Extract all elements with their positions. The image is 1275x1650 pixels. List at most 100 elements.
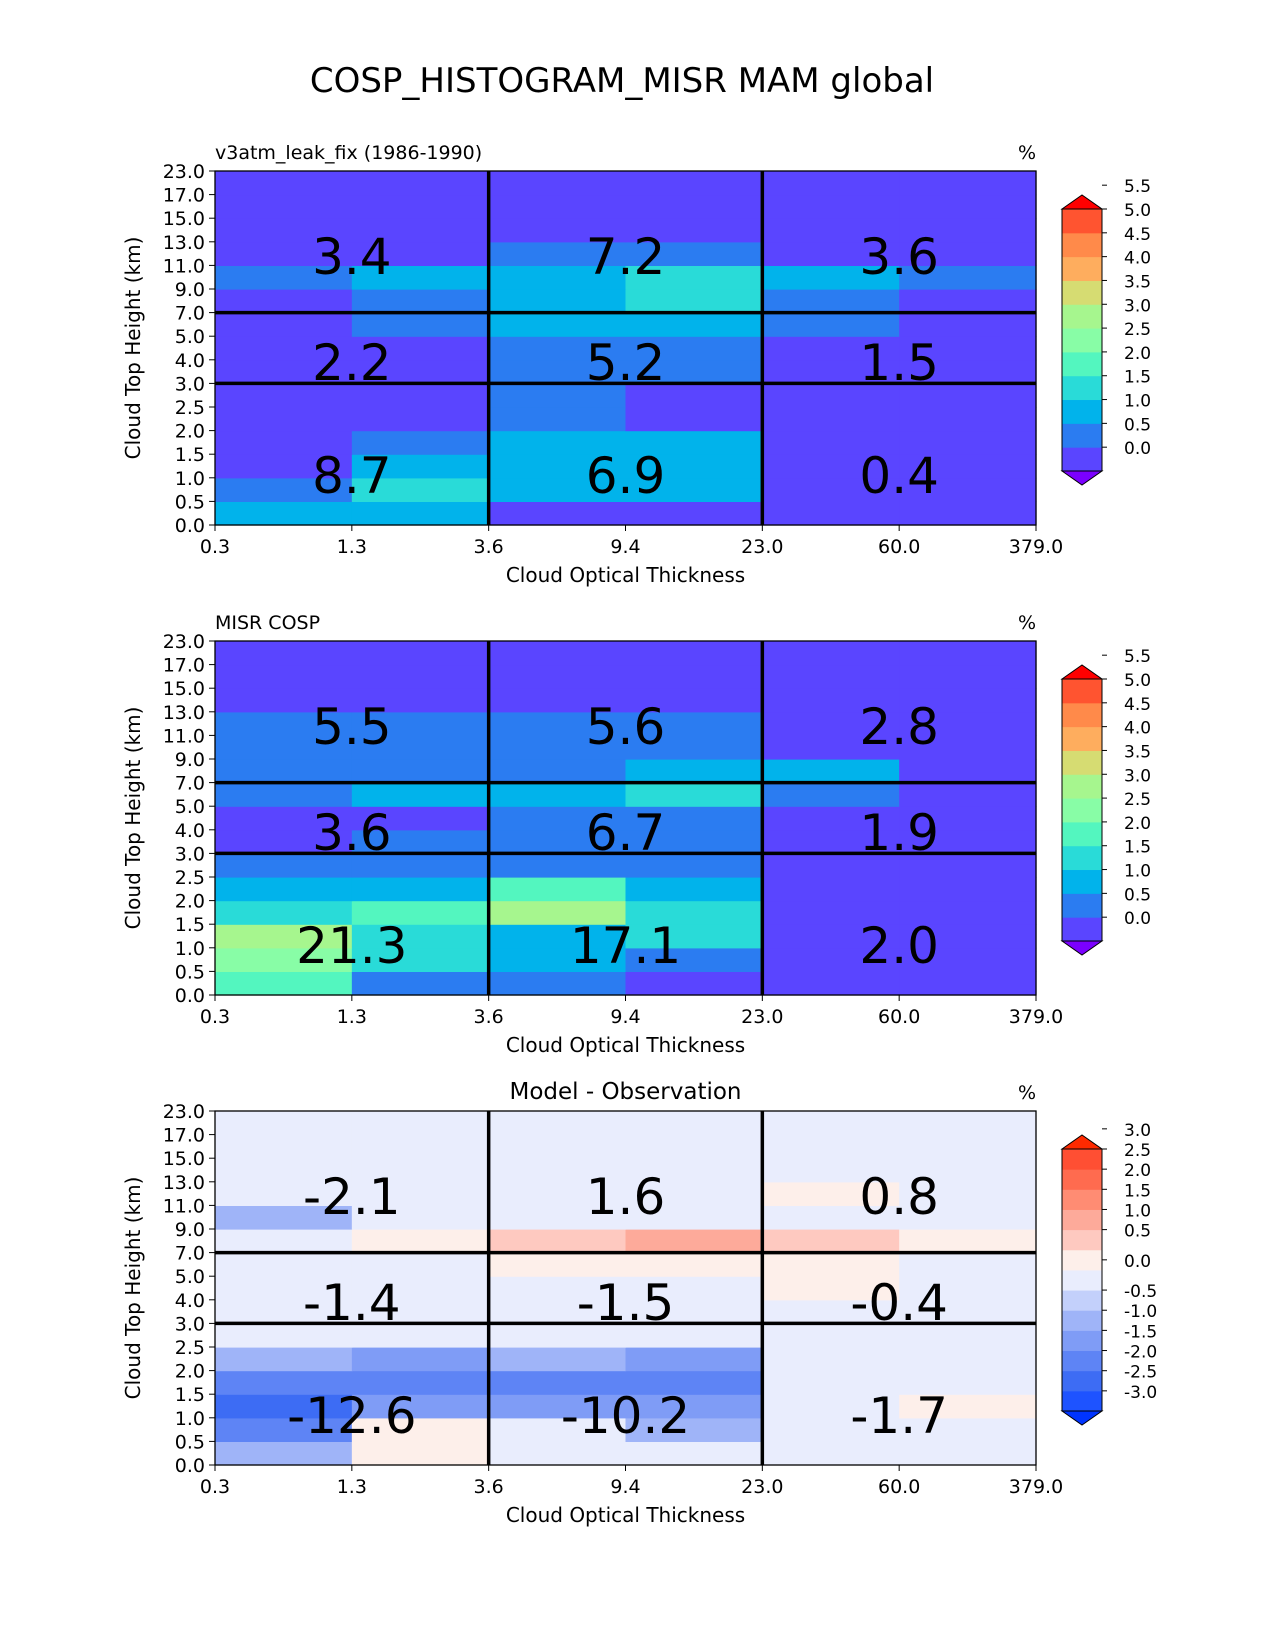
y-tick-label: 9.0 — [175, 749, 205, 771]
heatmap-cell — [899, 1394, 1037, 1419]
x-tick-label: 23.0 — [741, 1006, 783, 1028]
heatmap-cell — [215, 1205, 353, 1230]
heatmap-cell — [899, 947, 1037, 972]
colorbar-segment — [1062, 375, 1102, 401]
y-tick-label: 15.0 — [163, 1148, 205, 1170]
colorbar-tick-label: -2.0 — [1124, 1343, 1157, 1363]
heatmap-cell — [215, 711, 353, 736]
panel-3: -12.6 -10.2 -1.7 -1.4 -1.5 -0.4 -2.1 1.6 0.8 0.3 1… — [121, 1079, 1157, 1527]
region-value-label: 1.9 — [859, 804, 939, 862]
panel-1: 8.7 6.9 0.4 2.2 5.2 1.5 3.4 7.2 3.6 0.3 1.3 3.6 9.4 2… — [121, 142, 1151, 587]
heatmap-cell — [899, 501, 1037, 526]
y-tick-label: 4.0 — [175, 350, 205, 372]
heatmap-cell — [351, 853, 490, 878]
heatmap-cell — [625, 454, 763, 479]
colorbar-segment — [1062, 232, 1102, 258]
heatmap-cell — [762, 1370, 900, 1395]
heatmap-cell — [899, 900, 1037, 925]
y-tick-label: 9.0 — [175, 1219, 205, 1241]
heatmap-cell — [762, 735, 900, 760]
heatmap-cell — [899, 359, 1037, 384]
region-value-label: 0.8 — [859, 1168, 939, 1226]
colorbar-segment — [1062, 1189, 1102, 1210]
colorbar-tick-label: 3.0 — [1124, 296, 1151, 316]
colorbar-segment — [1062, 1229, 1102, 1251]
heatmap-cell — [351, 1252, 490, 1277]
colorbar-segment — [1062, 726, 1102, 751]
heatmap-cell — [488, 1417, 627, 1442]
x-tick-label: 23.0 — [741, 1476, 783, 1498]
heatmap-cell — [899, 641, 1037, 666]
heatmap-cell — [215, 900, 353, 925]
heatmap-cell — [899, 664, 1037, 689]
region-value-label: 2.0 — [859, 917, 939, 975]
heatmap-cell — [488, 430, 627, 455]
colorbar-tick-label: 1.0 — [1124, 862, 1151, 882]
colorbar-tick-label: 4.0 — [1124, 719, 1151, 739]
heatmap-cell — [762, 1417, 900, 1442]
heatmap-cell — [762, 312, 900, 337]
heatmap-cell — [762, 171, 900, 196]
y-tick-label: 2.5 — [175, 867, 205, 889]
colorbar-segment — [1062, 328, 1102, 353]
heatmap-cell — [351, 430, 490, 455]
colorbar-segment — [1062, 1350, 1102, 1372]
colorbar-segment — [1062, 750, 1102, 775]
heatmap-cell — [215, 664, 353, 689]
colorbar-tick-label: 2.5 — [1124, 320, 1151, 340]
heatmap-cell — [625, 1134, 763, 1159]
heatmap-cell — [762, 971, 900, 996]
heatmap-cell — [488, 194, 627, 219]
heatmap-cell — [625, 1181, 763, 1206]
region-value-label: -1.7 — [850, 1387, 948, 1445]
region-value-label: 5.2 — [586, 334, 666, 392]
heatmap-cell — [215, 735, 353, 760]
colorbar-tick-label: 5.5 — [1124, 647, 1151, 667]
y-tick-label: 5.0 — [175, 1266, 205, 1288]
colorbar-extend-min — [1060, 940, 1104, 956]
heatmap-cell — [351, 782, 490, 807]
heatmap-cell — [351, 641, 490, 666]
heatmap-cell — [215, 1252, 353, 1277]
heatmap-cell — [215, 806, 353, 831]
heatmap-cell — [488, 1158, 627, 1183]
heatmap-cell — [351, 664, 490, 689]
heatmap-cell — [215, 171, 353, 196]
heatmap-cell — [351, 759, 490, 784]
units-label: % — [1018, 1082, 1036, 1104]
heatmap-cell — [215, 1181, 353, 1206]
heatmap-cell — [625, 1111, 763, 1136]
colorbar-tick-label: 0.0 — [1124, 1252, 1151, 1272]
heatmap-cell — [215, 1276, 353, 1301]
heatmap-cell — [762, 1299, 900, 1324]
heatmap-cell — [488, 1276, 627, 1301]
colorbar-segment — [1062, 447, 1102, 472]
heatmap-cell — [488, 336, 627, 361]
heatmap-cell — [899, 194, 1037, 219]
heatmap-cell — [488, 1370, 627, 1395]
heatmap-cell — [625, 853, 763, 878]
colorbar-tick-label: 5.0 — [1124, 201, 1151, 221]
x-axis-label: Cloud Optical Thickness — [506, 1033, 745, 1057]
heatmap-cell — [625, 218, 763, 243]
y-tick-label: 3.0 — [175, 843, 205, 865]
heatmap-cell — [762, 664, 900, 689]
heatmap-cell — [625, 501, 763, 526]
heatmap-cell — [215, 383, 353, 408]
heatmap-cell — [488, 289, 627, 314]
heatmap-cell — [215, 336, 353, 361]
heatmap-cell — [215, 924, 353, 949]
y-tick-label: 1.5 — [175, 914, 205, 936]
heatmap-cell — [351, 312, 490, 337]
heatmap-cell — [488, 877, 627, 902]
heatmap-cell — [625, 877, 763, 902]
panel-title-left: v3atm_leak_fix (1986-1990) — [215, 142, 482, 164]
heatmap-cell — [625, 1394, 763, 1419]
heatmap-cell — [899, 1417, 1037, 1442]
colorbar-frame — [1061, 678, 1103, 942]
heatmap-cell — [625, 1441, 763, 1466]
heatmap-cell — [762, 241, 900, 266]
x-tick-label: 9.4 — [610, 1476, 640, 1498]
heatmap-cell — [351, 900, 490, 925]
x-tick-label: 0.3 — [200, 536, 230, 558]
